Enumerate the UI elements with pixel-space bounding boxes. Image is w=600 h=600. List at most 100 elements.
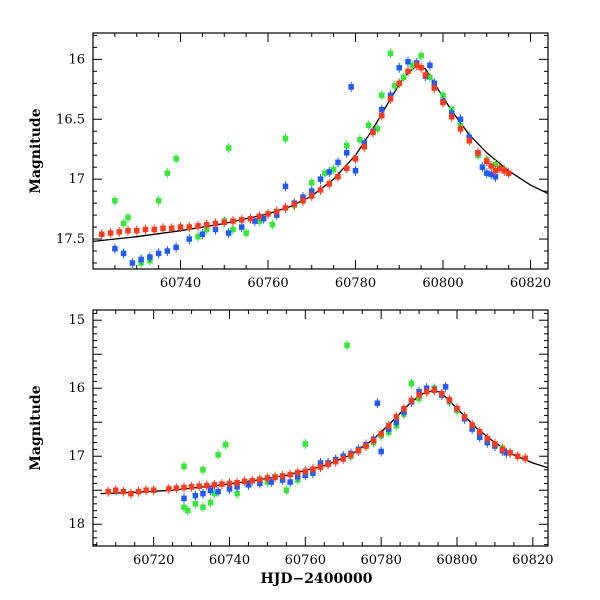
data-point bbox=[503, 450, 510, 456]
data-point bbox=[105, 488, 111, 495]
data-point bbox=[330, 166, 337, 173]
data-point bbox=[120, 250, 127, 257]
data-point bbox=[309, 193, 315, 199]
data-point bbox=[409, 62, 416, 69]
data-point bbox=[449, 114, 455, 120]
data-point bbox=[166, 486, 172, 492]
data-point bbox=[120, 488, 127, 495]
x-tick-label: 60780 bbox=[360, 553, 401, 568]
data-point bbox=[125, 227, 131, 234]
data-point bbox=[155, 197, 162, 204]
data-point bbox=[282, 183, 289, 190]
data-point bbox=[265, 211, 271, 217]
data-point bbox=[215, 488, 221, 495]
data-point bbox=[112, 197, 118, 204]
data-point bbox=[212, 226, 219, 233]
data-point bbox=[225, 145, 232, 151]
data-point bbox=[195, 223, 201, 229]
top-panel: 60740 60760 60780 60800 60820 16 16.5 17 17.5 Mag… bbox=[28, 32, 551, 291]
data-point bbox=[484, 158, 490, 164]
data-point bbox=[211, 490, 218, 497]
data-point bbox=[446, 397, 453, 403]
data-point bbox=[199, 231, 206, 238]
data-point bbox=[186, 224, 192, 230]
x-tick-label: 60740 bbox=[160, 276, 201, 291]
data-point bbox=[484, 435, 491, 442]
data-point bbox=[188, 484, 195, 490]
data-point bbox=[147, 254, 153, 260]
data-point bbox=[222, 441, 229, 448]
data-point bbox=[396, 80, 402, 87]
data-point bbox=[440, 92, 446, 99]
data-point bbox=[120, 220, 127, 227]
data-point bbox=[185, 507, 191, 514]
data-point bbox=[392, 82, 398, 89]
data-point bbox=[245, 482, 252, 488]
data-point bbox=[522, 455, 528, 462]
data-point bbox=[393, 414, 400, 420]
data-point bbox=[332, 458, 339, 465]
x-tick-label: 60720 bbox=[133, 553, 174, 568]
data-point bbox=[492, 441, 498, 447]
data-point bbox=[234, 490, 240, 497]
data-point bbox=[499, 446, 506, 453]
data-point bbox=[274, 208, 280, 215]
x-axis-title: HJD−2400000 bbox=[261, 571, 373, 587]
y-tick-label: 17.5 bbox=[56, 232, 85, 247]
data-point bbox=[181, 495, 187, 502]
data-point bbox=[269, 221, 276, 228]
data-point bbox=[408, 380, 415, 387]
data-point bbox=[440, 99, 446, 106]
data-point bbox=[379, 112, 385, 119]
data-point bbox=[431, 85, 437, 91]
y-tick-label: 16.5 bbox=[56, 112, 85, 127]
data-point bbox=[282, 205, 289, 211]
y-tick-label: 16 bbox=[68, 381, 85, 396]
data-point bbox=[211, 482, 218, 488]
data-point bbox=[352, 168, 359, 174]
data-point bbox=[317, 464, 324, 470]
data-point bbox=[357, 136, 363, 143]
data-point bbox=[423, 388, 430, 395]
data-point bbox=[143, 487, 149, 493]
data-point bbox=[192, 501, 199, 507]
data-point bbox=[226, 486, 233, 492]
data-point bbox=[239, 217, 245, 223]
data-point bbox=[257, 476, 263, 483]
data-point bbox=[322, 170, 328, 176]
data-point bbox=[226, 480, 233, 487]
data-point bbox=[317, 176, 324, 182]
data-point bbox=[99, 231, 105, 238]
x-tick-label: 60820 bbox=[512, 553, 553, 568]
data-point bbox=[252, 218, 258, 224]
data-point bbox=[164, 248, 171, 254]
x-tick-label: 60780 bbox=[335, 276, 376, 291]
data-point bbox=[414, 62, 420, 69]
data-point bbox=[173, 244, 179, 251]
data-point bbox=[287, 479, 293, 485]
plot-area bbox=[100, 340, 548, 516]
data-point bbox=[418, 53, 424, 59]
y-tick-label: 16 bbox=[68, 52, 85, 67]
data-point bbox=[142, 226, 149, 233]
data-point bbox=[422, 72, 429, 78]
data-point bbox=[160, 225, 166, 232]
data-point bbox=[326, 169, 332, 175]
data-point bbox=[484, 170, 490, 176]
data-point bbox=[325, 461, 331, 468]
x-tick-label: 60740 bbox=[209, 553, 250, 568]
data-point bbox=[130, 270, 136, 276]
data-point bbox=[408, 397, 415, 404]
data-point bbox=[501, 168, 507, 174]
data-point bbox=[138, 256, 144, 263]
data-point bbox=[431, 387, 437, 394]
data-point bbox=[195, 233, 201, 240]
data-point bbox=[378, 448, 384, 455]
data-point bbox=[475, 150, 481, 156]
y-axis-title: Magnitude bbox=[28, 108, 44, 193]
data-point bbox=[204, 482, 210, 489]
data-point bbox=[387, 96, 394, 102]
data-point bbox=[300, 197, 306, 204]
data-point bbox=[291, 201, 297, 208]
data-point bbox=[181, 504, 187, 510]
